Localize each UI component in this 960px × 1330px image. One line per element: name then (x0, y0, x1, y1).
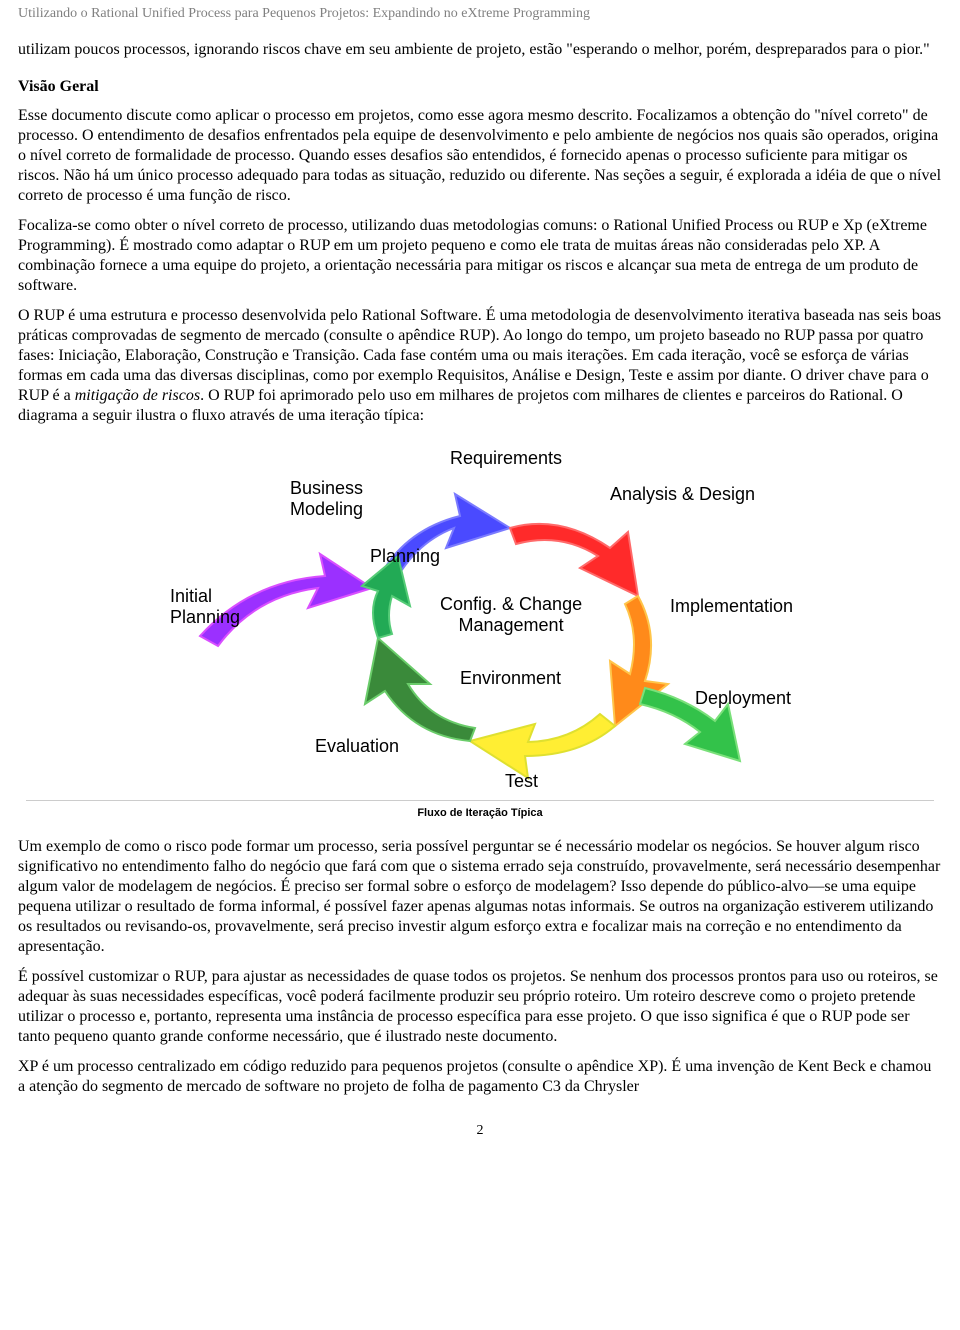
intro-paragraph: utilizam poucos processos, ignorando ris… (18, 40, 942, 60)
label-implementation: Implementation (670, 596, 793, 617)
label-evaluation: Evaluation (315, 736, 399, 757)
paragraph-3: O RUP é uma estrutura e processo desenvo… (18, 306, 942, 426)
paragraph-2: Focaliza-se como obter o nível correto d… (18, 216, 942, 296)
paragraph-5: É possível customizar o RUP, para ajusta… (18, 967, 942, 1047)
label-config-change: Config. & Change Management (440, 594, 582, 636)
label-test: Test (505, 771, 538, 792)
label-deployment: Deployment (695, 688, 791, 709)
section-heading-visao-geral: Visão Geral (18, 78, 942, 96)
paragraph-6: XP é um processo centralizado em código … (18, 1057, 942, 1097)
page-number: 2 (18, 1123, 942, 1139)
figure-caption: Fluxo de Iteração Típica (18, 807, 942, 819)
page-header-title: Utilizando o Rational Unified Process pa… (18, 0, 942, 40)
document-page: Utilizando o Rational Unified Process pa… (0, 0, 960, 1159)
arrow-implementation (470, 714, 615, 778)
iteration-flow-diagram: Requirements Business Modeling Analysis … (140, 436, 820, 796)
label-requirements: Requirements (450, 448, 562, 469)
paragraph-3-em: mitigação de riscos (75, 387, 200, 404)
arrow-evaluation (365, 638, 475, 741)
label-business-modeling: Business Modeling (290, 478, 363, 520)
label-analysis-design: Analysis & Design (610, 484, 755, 505)
paragraph-4: Um exemplo de como o risco pode formar u… (18, 837, 942, 957)
iteration-flow-figure: Requirements Business Modeling Analysis … (18, 436, 942, 819)
label-planning: Planning (370, 546, 440, 567)
arrow-requirements (510, 524, 638, 596)
label-environment: Environment (460, 668, 561, 689)
figure-divider (26, 800, 934, 801)
paragraph-1: Esse documento discute como aplicar o pr… (18, 106, 942, 206)
label-initial-planning: Initial Planning (170, 586, 240, 628)
